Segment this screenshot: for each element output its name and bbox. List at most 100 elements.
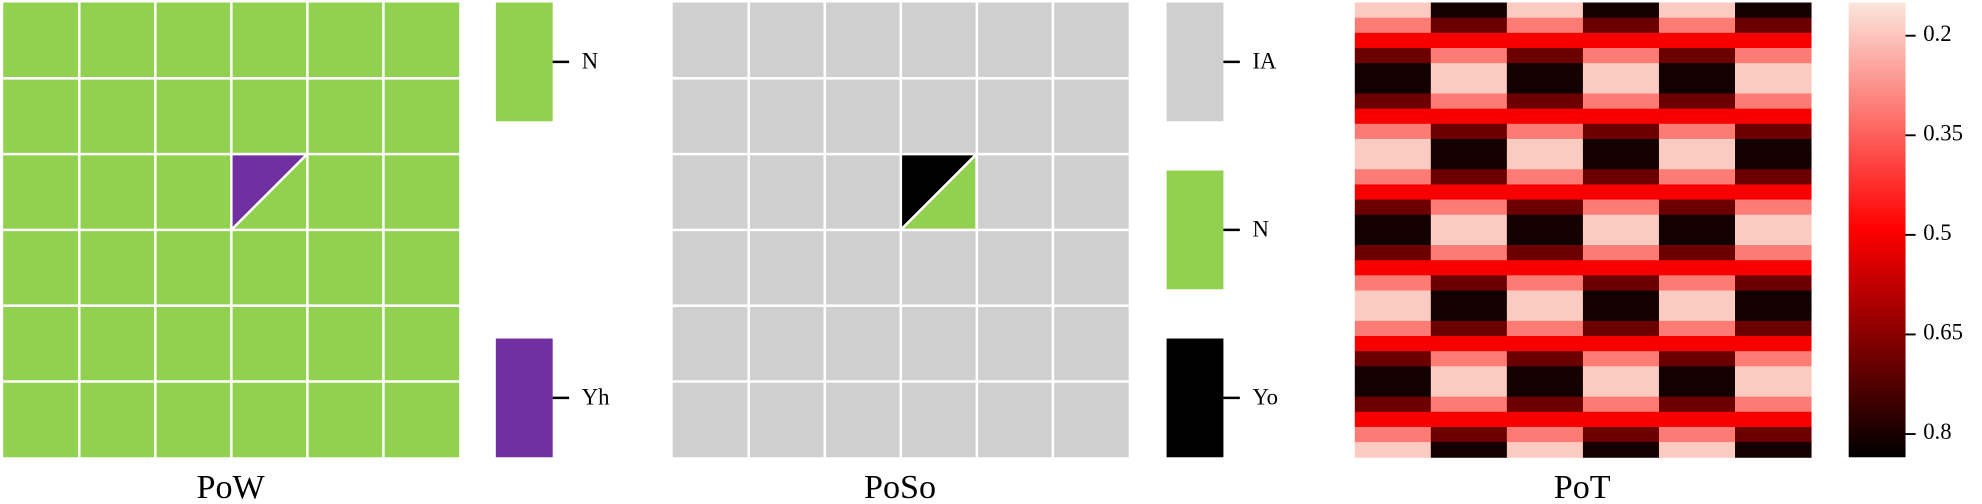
heat-cell	[1430, 169, 1508, 185]
heat-cell	[1506, 78, 1584, 94]
heat-cell	[1658, 366, 1736, 382]
heat-cell	[1658, 154, 1736, 170]
colorbar-tick-label: 0.2	[1923, 21, 1951, 46]
heat-cell	[1582, 229, 1660, 246]
legend-label: Yh	[582, 384, 610, 409]
heat-cell	[1582, 199, 1660, 216]
heat-cell	[1735, 2, 1812, 19]
heat-cell	[1735, 63, 1812, 79]
heat-cell	[1354, 32, 1432, 49]
heat-cell	[1582, 63, 1660, 79]
heat-cell	[1658, 305, 1736, 322]
heat-cell	[1735, 17, 1812, 34]
legend-swatch	[495, 2, 553, 122]
heat-cell	[1430, 229, 1508, 246]
heat-cell	[1506, 93, 1584, 110]
heat-cell	[1354, 275, 1432, 292]
heat-cell	[1354, 366, 1432, 382]
legend-label: IA	[1252, 48, 1277, 73]
heat-cell	[1506, 169, 1584, 185]
heat-cell	[1582, 2, 1660, 19]
heat-cell	[1354, 199, 1432, 216]
heat-cell	[1506, 48, 1584, 64]
heat-cell	[1658, 2, 1736, 19]
heat-cell	[1430, 336, 1508, 352]
heat-cell	[1430, 184, 1508, 201]
heat-cell	[1354, 396, 1432, 413]
heat-cell	[1658, 275, 1736, 292]
heat-cell	[1430, 305, 1508, 322]
heat-cell	[1354, 93, 1432, 110]
heat-cell	[1430, 260, 1508, 276]
legend-label: Yo	[1252, 384, 1278, 409]
heat-cell	[1582, 32, 1660, 49]
heat-cell	[1506, 63, 1584, 79]
heat-cell	[1430, 93, 1508, 110]
heat-cell	[1658, 169, 1736, 185]
heat-cell	[1430, 199, 1508, 216]
heat-cell	[1582, 305, 1660, 322]
heat-cell	[1430, 108, 1508, 125]
heat-cell	[1506, 17, 1584, 34]
heat-cell	[1354, 411, 1432, 428]
heat-cell	[1658, 336, 1736, 352]
heat-cell	[1506, 336, 1584, 352]
heat-cell	[1506, 442, 1584, 458]
heat-cell	[1582, 336, 1660, 352]
heat-cell	[1582, 260, 1660, 276]
heat-cell	[1658, 48, 1736, 64]
heat-cell	[1658, 426, 1736, 443]
heat-cell	[1735, 426, 1812, 443]
heat-cell	[1582, 411, 1660, 428]
panel-title: PoSo	[864, 469, 936, 504]
heat-cell	[1354, 48, 1432, 64]
heat-cell	[1582, 169, 1660, 185]
heat-cell	[1430, 290, 1508, 307]
colorbar-tick-label: 0.35	[1923, 121, 1963, 146]
heat-cell	[1506, 138, 1584, 155]
heat-cell	[1354, 320, 1432, 337]
heat-cell	[1430, 411, 1508, 428]
heat-cell	[1582, 381, 1660, 398]
heat-cell	[1506, 245, 1584, 261]
heat-cell	[1506, 184, 1584, 201]
heat-cell	[1735, 366, 1812, 382]
heat-cell	[1582, 48, 1660, 64]
heat-cell	[1658, 229, 1736, 246]
heat-cell	[1582, 320, 1660, 337]
legend-swatch	[1166, 170, 1224, 290]
heat-cell	[1735, 93, 1812, 110]
heat-cell	[1582, 366, 1660, 382]
heat-cell	[1506, 32, 1584, 49]
heat-cell	[1582, 138, 1660, 155]
heat-cell	[1354, 351, 1432, 367]
heat-cell	[1506, 123, 1584, 140]
heat-cell	[1354, 17, 1432, 34]
heat-cell	[1430, 245, 1508, 261]
heat-cell	[1506, 396, 1584, 413]
heat-cell	[1506, 366, 1584, 382]
heat-cell	[1506, 290, 1584, 307]
heat-cell	[1506, 351, 1584, 367]
heat-cell	[1735, 78, 1812, 94]
colorbar-tick-label: 0.5	[1923, 220, 1951, 245]
heat-cell	[1506, 214, 1584, 231]
heat-cell	[1430, 138, 1508, 155]
heat-cell	[1506, 229, 1584, 246]
heat-cell	[1735, 351, 1812, 367]
heat-cell	[1658, 17, 1736, 34]
heat-cell	[1354, 138, 1432, 155]
heat-cell	[1582, 123, 1660, 140]
heat-cell	[1582, 17, 1660, 34]
heat-cell	[1735, 32, 1812, 49]
heat-cell	[1582, 442, 1660, 458]
heat-cell	[1506, 260, 1584, 276]
heat-cell	[1582, 93, 1660, 110]
heat-cell	[1506, 199, 1584, 216]
legend-swatch	[1166, 338, 1224, 458]
cell-triangle	[897, 151, 978, 232]
heat-cell	[1658, 442, 1736, 458]
heat-cell	[1354, 184, 1432, 201]
heat-cell	[1658, 245, 1736, 261]
heat-cell	[1430, 351, 1508, 367]
